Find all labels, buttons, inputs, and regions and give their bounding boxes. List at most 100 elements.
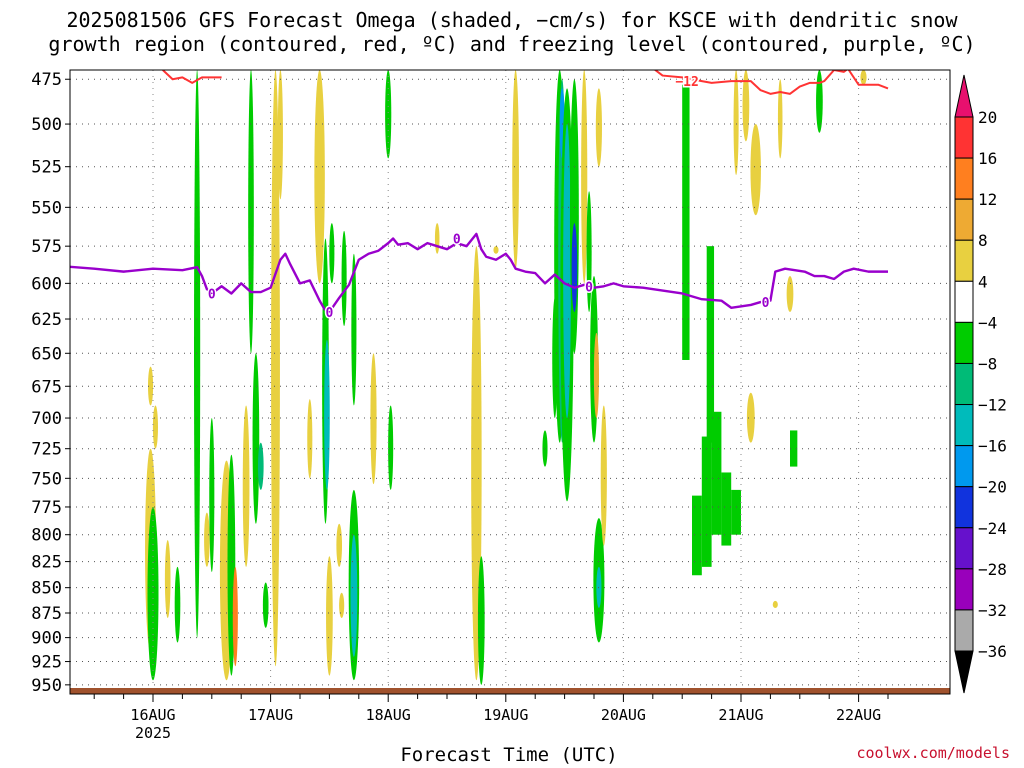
omega-cell-20 — [314, 70, 325, 284]
omega-cell-33 — [388, 405, 394, 490]
omega-cell-14 — [252, 353, 260, 524]
y-tick-label-775: 775 — [31, 498, 62, 518]
y-tick-label-600: 600 — [31, 274, 62, 294]
dgz-line-0 — [162, 70, 222, 84]
colorbar-segment-11 — [954, 568, 974, 611]
dgz-line-1 — [653, 70, 849, 95]
source-credit[interactable]: coolwx.com/models — [856, 744, 1010, 762]
omega-cell-6 — [194, 70, 201, 638]
x-tick-label-22AUG: 22AUG — [836, 706, 881, 724]
dgz-line-2 — [847, 70, 889, 90]
colorbar-segment-0 — [954, 116, 974, 159]
colorbar-segment-9 — [954, 486, 974, 529]
y-tick-label-650: 650 — [31, 344, 62, 364]
omega-cell-60 — [786, 276, 794, 313]
x-axis: 16AUG 17AUG 18AUG 19AUG 20AUG 21AUG 22AUG 2025 — [93, 694, 889, 742]
colorbar-label-2: 12 — [978, 190, 997, 209]
y-tick-label-500: 500 — [31, 115, 62, 135]
colorbar: 20 16 12 8 4 −4 −8 −12 −16 −20 −24 −28 −32 −36 — [954, 74, 1007, 694]
omega-cell-51 — [593, 332, 599, 419]
omega-cell-25 — [336, 523, 343, 567]
colorbar-segment-12 — [954, 609, 974, 652]
colorbar-label-8: −16 — [978, 437, 1007, 456]
omega-cell-49 — [586, 191, 592, 313]
omega-cell-2 — [152, 405, 158, 449]
omega-cell-34 — [434, 223, 440, 254]
omega-cell-32 — [385, 70, 392, 159]
x-tick-label-17AUG: 17AUG — [248, 706, 293, 724]
omega-block-7 — [790, 430, 798, 467]
x-tick-label-18AUG: 18AUG — [366, 706, 411, 724]
omega-cell-11 — [232, 566, 238, 667]
colorbar-label-5: −4 — [978, 313, 997, 332]
omega-cell-4 — [164, 540, 171, 618]
omega-cell-27 — [341, 230, 347, 326]
omega-block-4 — [711, 411, 722, 535]
colorbar-label-4: 4 — [978, 272, 988, 291]
freezing-level-label: 0 — [208, 287, 216, 302]
y-tick-label-750: 750 — [31, 469, 62, 489]
omega-cell-8 — [209, 418, 215, 573]
y-tick-label-525: 525 — [31, 158, 62, 178]
colorbar-segment-5 — [954, 321, 974, 364]
freezing-level-label: 0 — [453, 233, 461, 248]
freezing-level-label: 0 — [325, 306, 333, 321]
omega-cell-61 — [816, 70, 823, 133]
omega-cell-62 — [860, 70, 867, 85]
y-tick-label-875: 875 — [31, 604, 62, 624]
terrain-band — [70, 688, 950, 694]
omega-cell-46 — [569, 79, 579, 354]
y-tick-label-550: 550 — [31, 198, 62, 218]
colorbar-segment-8 — [954, 445, 974, 488]
colorbar-label-1: 16 — [978, 149, 997, 168]
omega-cell-3 — [147, 506, 159, 681]
omega-cell-48 — [581, 70, 588, 284]
colorbar-bottom-arrow — [954, 650, 974, 694]
colorbar-segment-10 — [954, 527, 974, 570]
y-tick-label-850: 850 — [31, 579, 62, 599]
freezing-level-label: 0 — [762, 296, 770, 311]
omega-cell-57 — [742, 70, 750, 142]
omega-cell-30 — [350, 534, 358, 657]
omega-cell-56 — [733, 70, 739, 175]
omega-cell-15 — [257, 442, 264, 490]
omega-block-2 — [701, 436, 712, 567]
y-tick-label-475: 475 — [31, 70, 62, 90]
colorbar-label-3: 8 — [978, 231, 988, 250]
omega-block-3 — [706, 246, 715, 443]
omega-shading — [145, 70, 867, 685]
omega-cell-64 — [772, 600, 778, 608]
dgz-level-label: −12 — [675, 75, 698, 90]
plot-grid — [70, 70, 950, 694]
omega-cell-37 — [493, 246, 499, 254]
omega-cell-35 — [471, 246, 482, 681]
omega-cell-23 — [326, 556, 333, 676]
omega-cell-22 — [324, 339, 330, 490]
omega-cell-1 — [148, 366, 154, 406]
y-tick-label-950: 950 — [31, 676, 62, 696]
x-tick-label-16AUG: 16AUG — [130, 706, 175, 724]
y-axis: 475 500 525 550 575 600 625 650 675 700 725 750 775 8… — [31, 70, 70, 696]
contour-labels: 0 0 0 0 0 −12 — [206, 74, 771, 323]
freezing-level-label: 0 — [585, 280, 593, 295]
colorbar-label-12: −32 — [978, 601, 1007, 620]
omega-block-1 — [692, 495, 702, 576]
colorbar-segment-1 — [954, 157, 974, 200]
x-tick-label-21AUG: 21AUG — [718, 706, 763, 724]
colorbar-label-13: −36 — [978, 642, 1007, 661]
colorbar-label-7: −12 — [978, 396, 1007, 415]
colorbar-segment-6 — [954, 362, 974, 406]
freezing-level-line — [70, 232, 888, 314]
colorbar-segment-2 — [954, 198, 974, 241]
omega-cell-38 — [512, 70, 519, 269]
omega-cell-16 — [262, 582, 269, 628]
y-tick-label-825: 825 — [31, 553, 62, 573]
y-tick-label-625: 625 — [31, 310, 62, 330]
omega-block-6 — [731, 489, 741, 535]
colorbar-segment-4 — [954, 280, 974, 323]
omega-cell-59 — [777, 79, 783, 159]
y-tick-label-900: 900 — [31, 629, 62, 649]
omega-cell-12 — [242, 405, 250, 567]
omega-block-0 — [682, 84, 690, 360]
